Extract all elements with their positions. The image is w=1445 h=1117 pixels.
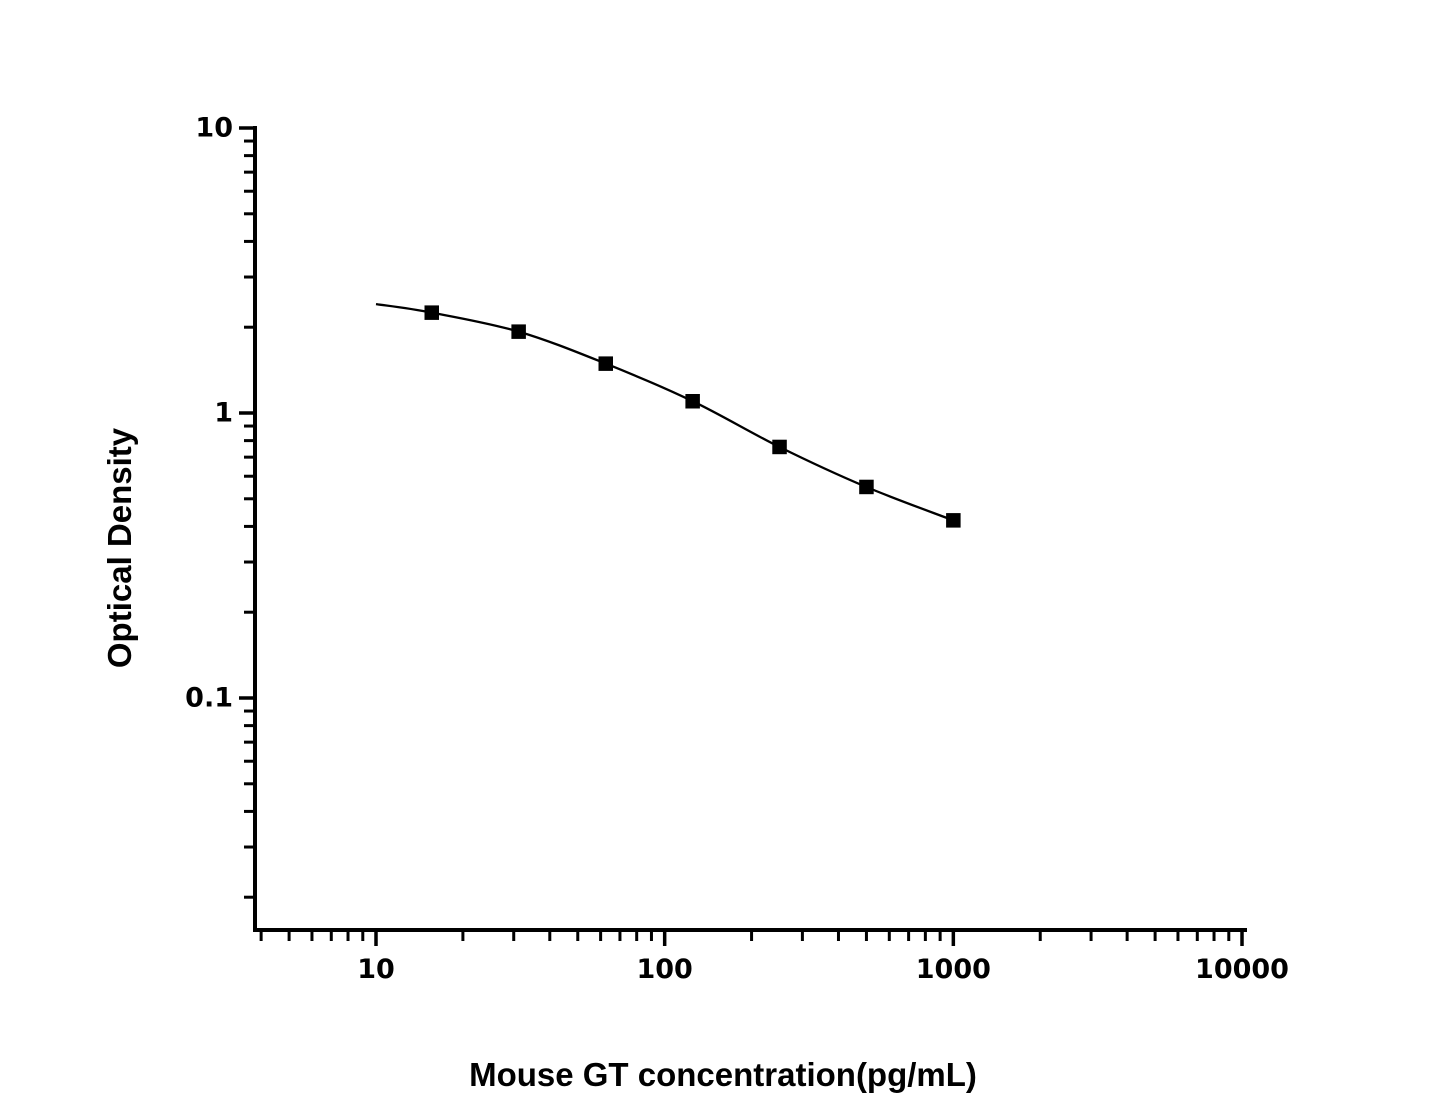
data-point-marker [598,356,613,371]
axes [253,126,1247,932]
x-axis-title: Mouse GT concentration(pg/mL) [469,1056,977,1093]
data-point-marker [772,439,787,455]
y-axis-title: Optical Density [101,427,138,668]
x-tick-label: 10000 [1195,954,1289,985]
tick-labels: 10 100 1000 10000 10 1 0.1 [185,113,1289,986]
axis-ticks [239,126,1244,946]
y-tick-label: 10 [195,113,233,144]
data-point-marker [511,324,526,339]
x-tick-label: 100 [636,954,692,985]
data-point-marker [859,479,874,495]
y-tick-label: 1 [214,398,233,429]
x-tick-label: 10 [357,954,395,985]
x-tick-label: 1000 [916,954,991,985]
data-point-marker [424,305,439,320]
data-series [375,302,961,528]
y-tick-label: 0.1 [185,683,233,714]
data-point-marker [685,394,700,409]
data-point-marker [946,513,961,528]
